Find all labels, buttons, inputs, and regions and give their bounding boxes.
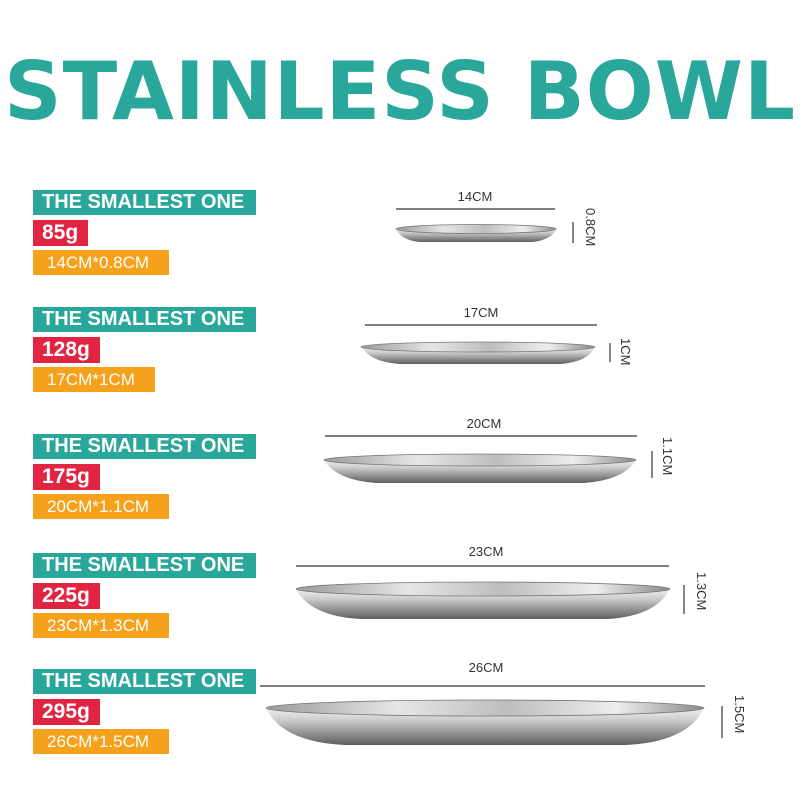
weight-badge: 175g [33,464,100,490]
width-dimension-label: 23CM [469,544,504,559]
width-dimension-label: 26CM [469,660,504,675]
plate-23cm: 23CM 1.3CM [295,544,709,619]
product-row-1: THE SMALLEST ONE 85g 14CM*0.8CM [0,190,800,310]
width-dimension-label: 14CM [458,189,493,204]
variant-name-label: THE SMALLEST ONE [33,307,257,332]
size-badge: 17CM*1CM [33,367,155,392]
variant-name-label: THE SMALLEST ONE [33,553,257,578]
page-title: STAINLESS BOWL [4,45,796,138]
height-dimension-label: 1.1CM [660,437,675,475]
size-badge: 20CM*1.1CM [33,494,170,519]
plate-26cm: 26CM 1.5CM [260,660,747,745]
product-row-5: THE SMALLEST ONE 295g 26CM*1.5CM [0,669,800,789]
size-badge: 23CM*1.3CM [33,613,170,638]
width-dimension-label: 17CM [464,305,499,320]
plate-17cm: 17CM 1CM [360,305,633,365]
height-dimension-label: 1.3CM [694,572,709,610]
plate-20cm: 20CM 1.1CM [323,416,675,483]
weight-badge: 225g [33,583,100,609]
size-badge: 14CM*0.8CM [33,250,170,275]
plate-14cm: 14CM 0.8CM [395,189,598,246]
width-dimension-label: 20CM [467,416,502,431]
height-dimension-label: 1CM [618,338,633,365]
variant-name-label: THE SMALLEST ONE [33,669,257,694]
variant-name-label: THE SMALLEST ONE [33,434,257,459]
product-row-4: THE SMALLEST ONE 225g 23CM*1.3CM [0,553,800,673]
weight-badge: 85g [33,220,89,246]
product-row-3: THE SMALLEST ONE 175g 20CM*1.1CM [0,434,800,554]
height-dimension-label: 1.5CM [732,695,747,733]
height-dimension-label: 0.8CM [583,208,598,246]
weight-badge: 128g [33,337,100,363]
size-badge: 26CM*1.5CM [33,729,170,754]
product-row-2: THE SMALLEST ONE 128g 17CM*1CM [0,307,800,427]
variant-name-label: THE SMALLEST ONE [33,190,257,215]
weight-badge: 295g [33,699,100,725]
